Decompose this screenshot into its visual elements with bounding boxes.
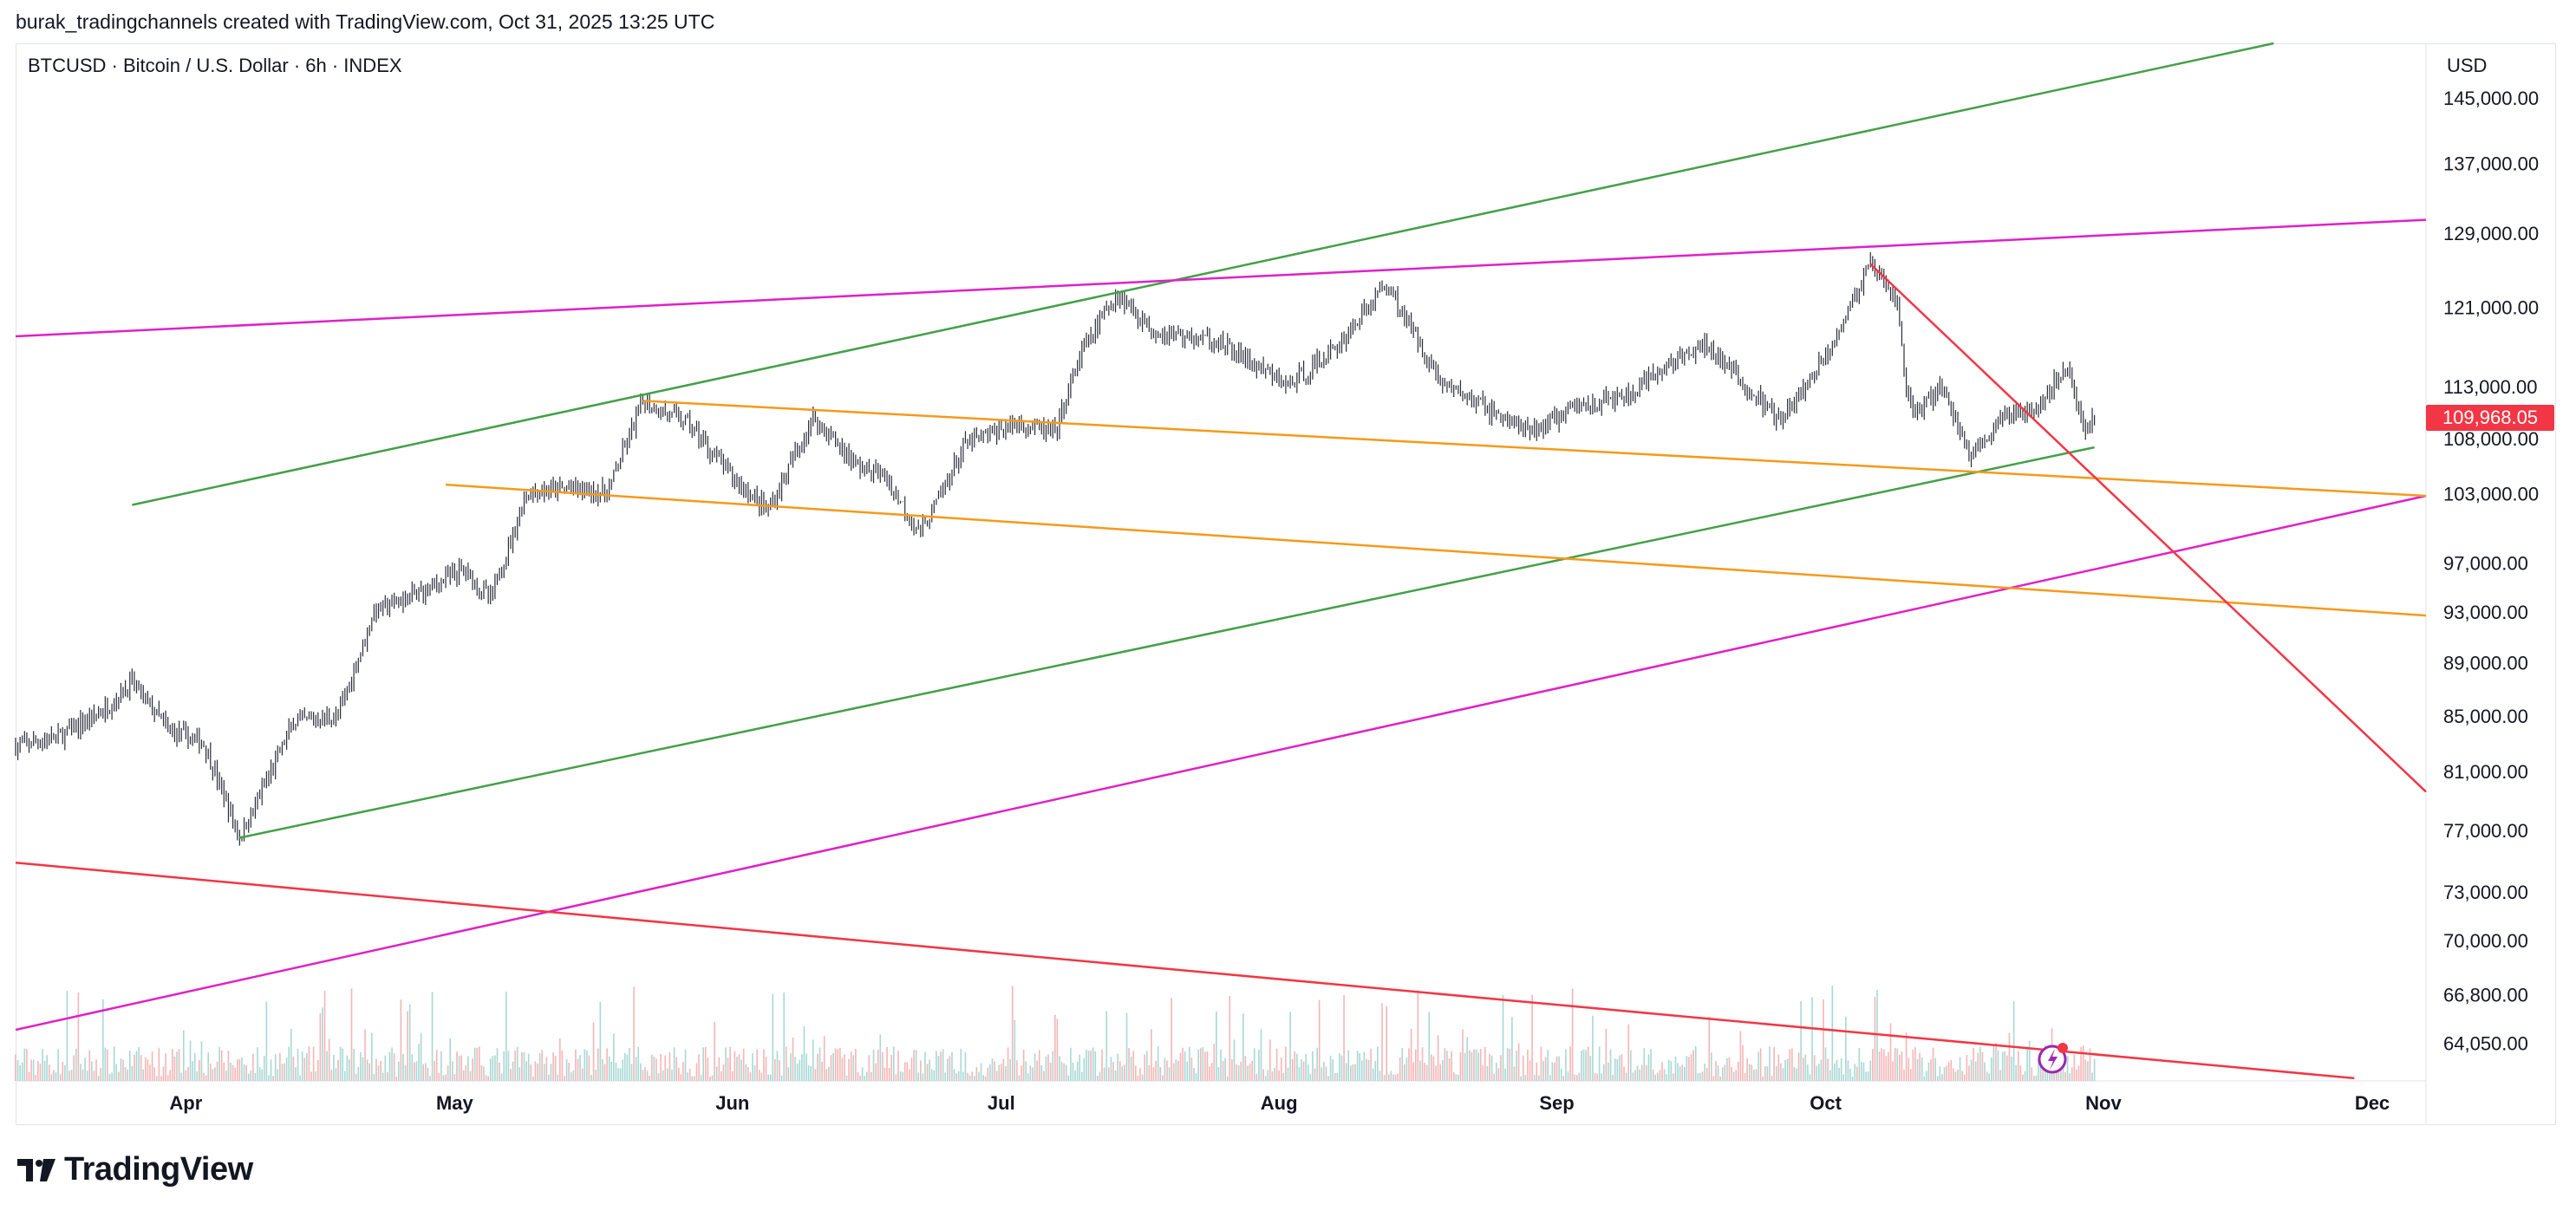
magenta-trendline bbox=[15, 494, 2427, 1032]
volume-trendline bbox=[15, 862, 2355, 1080]
attribution-text: burak_tradingchannels created with Tradi… bbox=[16, 10, 715, 33]
x-tick-label: Apr bbox=[169, 1092, 202, 1114]
price-candles bbox=[15, 251, 2096, 846]
y-tick-label: 85,000.00 bbox=[2443, 706, 2528, 727]
y-tick-label: 77,000.00 bbox=[2443, 820, 2528, 842]
orange-trendline bbox=[445, 483, 2427, 617]
y-tick-label: 103,000.00 bbox=[2443, 483, 2539, 504]
y-tick-label: 89,000.00 bbox=[2443, 652, 2528, 674]
x-tick-label: Sep bbox=[1539, 1092, 1574, 1114]
y-tick-label: 137,000.00 bbox=[2443, 153, 2539, 175]
tradingview-logo[interactable]: TradingView bbox=[17, 1151, 253, 1188]
last-price-tag: 109,968.05 bbox=[2426, 405, 2554, 432]
y-tick-label: 113,000.00 bbox=[2443, 376, 2537, 398]
alert-icon[interactable] bbox=[2038, 1043, 2068, 1074]
x-tick-label: Aug bbox=[1261, 1092, 1298, 1114]
x-tick-label: Dec bbox=[2355, 1092, 2390, 1114]
x-tick-label: Jun bbox=[715, 1092, 749, 1114]
green-trendline bbox=[132, 42, 2274, 506]
x-tick-label: May bbox=[436, 1092, 474, 1114]
tradingview-logo-icon bbox=[17, 1158, 55, 1181]
y-tick-label: 129,000.00 bbox=[2443, 223, 2539, 244]
y-tick-label: 108,000.00 bbox=[2443, 428, 2539, 450]
price-axis: 145,000.00 137,000.00 129,000.00 121,000.00… bbox=[2443, 88, 2539, 1055]
red-trendline bbox=[1869, 263, 2427, 793]
y-tick-label: 93,000.00 bbox=[2443, 602, 2528, 623]
y-tick-label: 66,800.00 bbox=[2443, 984, 2528, 1005]
y-tick-label: 73,000.00 bbox=[2443, 882, 2528, 903]
y-tick-label: 121,000.00 bbox=[2443, 296, 2539, 318]
time-axis: Apr May Jun Jul Aug Sep Oct Nov Dec bbox=[169, 1092, 2390, 1114]
chart-frame[interactable] bbox=[16, 43, 2556, 1125]
y-tick-label: 97,000.00 bbox=[2443, 553, 2528, 575]
orange-trendline bbox=[642, 400, 2427, 498]
green-trendline bbox=[239, 446, 2095, 839]
y-tick-label: 70,000.00 bbox=[2443, 930, 2528, 952]
y-tick-label: 145,000.00 bbox=[2443, 88, 2539, 109]
y-tick-label: 64,050.00 bbox=[2443, 1033, 2528, 1055]
symbol-title: BTCUSD · Bitcoin / U.S. Dollar · 6h · IN… bbox=[28, 55, 402, 76]
trendlines bbox=[15, 42, 2427, 1080]
magenta-trendline bbox=[15, 218, 2427, 338]
x-tick-label: Oct bbox=[1810, 1092, 1842, 1114]
x-tick-label: Nov bbox=[2085, 1092, 2122, 1114]
x-tick-label: Jul bbox=[988, 1092, 1015, 1114]
tradingview-brand-text: TradingView bbox=[64, 1151, 253, 1188]
volume-bars bbox=[15, 986, 2096, 1081]
currency-label[interactable]: USD bbox=[2447, 55, 2488, 76]
y-tick-label: 81,000.00 bbox=[2443, 761, 2528, 783]
